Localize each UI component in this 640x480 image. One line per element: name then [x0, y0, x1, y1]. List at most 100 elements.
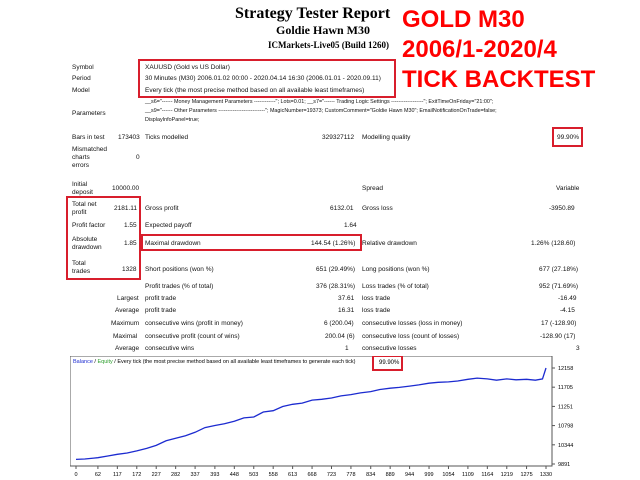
legend-balance: Balance	[73, 359, 93, 365]
y-tick-label: 10344	[558, 443, 573, 449]
quality-label: Modelling quality	[362, 134, 411, 141]
mismatch-label-2: charts	[72, 154, 90, 161]
gross-loss-label: Gross loss	[362, 205, 393, 212]
avg-cons-losses-label: consecutive losses	[362, 345, 417, 352]
symbol-label: Symbol	[72, 64, 94, 71]
maximal-loss-value: -128.90 (17)	[540, 333, 576, 340]
chart-series	[75, 367, 547, 461]
largest-profit-value: 37.61	[338, 295, 355, 302]
legend-sep: /	[93, 359, 98, 365]
model-value: Every tick (the most precise method base…	[145, 87, 365, 94]
report-title: Strategy Tester Report	[235, 5, 391, 22]
max-cons-wins-value: 6 (200.04)	[324, 320, 354, 327]
promo-line-1: GOLD M30	[402, 6, 525, 33]
expected-payoff-value: 1.64	[344, 222, 357, 229]
legend-rest: / Every tick (the most precise method ba…	[113, 359, 356, 365]
symbol-value: XAUUSD (Gold vs US Dollar)	[145, 64, 230, 71]
expected-payoff-label: Expected payoff	[145, 222, 192, 229]
chart-quality-highlight	[372, 356, 403, 371]
long-positions-label: Long positions (won %)	[362, 266, 430, 273]
report-subtitle: Goldie Hawn M30	[276, 23, 371, 37]
avg-cons-wins-value: 1	[345, 345, 349, 352]
x-tick-label: 723	[327, 472, 336, 478]
maximal-profit-label: consecutive profit (count of wins)	[145, 333, 240, 340]
average-loss-value: -4.15	[560, 307, 575, 314]
short-positions-value: 651 (29.49%)	[316, 266, 356, 273]
chart-x-ticks: 0 62 117 172 227 282 337 393 448 503 558 613 668 723 7…	[74, 466, 552, 478]
chart-grid	[552, 367, 555, 465]
parameters-label: Parameters	[72, 110, 106, 117]
max-cons-wins-label: consecutive wins (profit in money)	[145, 320, 243, 327]
x-tick-label: 1275	[520, 472, 532, 478]
y-tick-label: 9891	[558, 462, 570, 468]
quality-value: 99.90%	[557, 134, 580, 141]
x-tick-label: 1164	[481, 472, 493, 478]
ticks-value: 329327112	[322, 134, 355, 141]
x-tick-label: 393	[210, 472, 219, 478]
x-tick-label: 1330	[540, 472, 552, 478]
x-tick-label: 834	[366, 472, 375, 478]
x-tick-label: 337	[190, 472, 199, 478]
x-tick-label: 448	[230, 472, 239, 478]
mismatch-label-1: Mismatched	[72, 146, 108, 153]
long-positions-value: 677 (27.18%)	[539, 266, 579, 273]
parameters-line-2: __s9="------ Other Parameters ----------…	[145, 108, 497, 114]
x-tick-label: 117	[113, 472, 122, 478]
profit-factor-value: 1.55	[124, 222, 137, 229]
abs-drawdown-value: 1.85	[124, 240, 137, 247]
y-tick-label: 10798	[558, 424, 573, 430]
short-positions-label: Short positions (won %)	[145, 266, 214, 273]
bars-label: Bars in test	[72, 134, 105, 141]
x-tick-label: 778	[346, 472, 355, 478]
net-profit-label-2: profit	[72, 209, 87, 216]
rel-drawdown-value: 1.26% (128.60)	[531, 240, 576, 247]
average-profit-value: 16.31	[338, 307, 355, 314]
largest-loss-value: -16.49	[558, 295, 577, 302]
promo-line-3: TICK BACKTEST	[402, 66, 596, 93]
gross-loss-value: -3950.89	[549, 205, 575, 212]
deposit-value: 10000.00	[112, 185, 140, 192]
deposit-label-1: Initial	[72, 181, 88, 188]
symbol-period-highlight	[138, 59, 396, 98]
x-tick-label: 668	[307, 472, 316, 478]
largest-profit-label: profit trade	[145, 295, 177, 302]
x-tick-label: 944	[405, 472, 414, 478]
parameters-line-3: DisplayInfoPanel=true;	[145, 117, 200, 123]
max-drawdown-highlight	[141, 234, 362, 251]
net-profit-value: 2181.11	[114, 205, 138, 212]
mismatch-label-3: errors	[72, 162, 89, 169]
gross-profit-value: 6132.01	[330, 205, 354, 212]
chart-quality-badge: 99.90%	[379, 360, 400, 366]
y-tick-label: 11705	[558, 385, 573, 391]
period-value: 30 Minutes (M30) 2006.01.02 00:00 - 2020…	[145, 75, 381, 82]
x-tick-label: 0	[74, 472, 77, 478]
total-trades-label-1: Total	[72, 260, 86, 267]
avg-cons-losses-value: 3	[576, 345, 580, 352]
report-build: ICMarkets-Live05 (Build 1260)	[268, 40, 389, 50]
maximal-loss-label: consecutive loss (count of losses)	[362, 333, 460, 340]
max-drawdown-value: 144.54 (1.26%)	[311, 240, 356, 247]
key-stats-highlight	[66, 196, 141, 280]
average-label: Average	[115, 307, 140, 314]
x-tick-label: 558	[269, 472, 278, 478]
x-tick-label: 227	[152, 472, 161, 478]
rel-drawdown-label: Relative drawdown	[362, 240, 417, 247]
average-cons-label: Average	[115, 345, 140, 352]
max-cons-losses-value: 17 (-128.90)	[541, 320, 577, 327]
ticks-label: Ticks modelled	[145, 134, 189, 141]
model-label: Model	[72, 87, 90, 94]
max-drawdown-label: Maximal drawdown	[145, 240, 201, 247]
chart-y-ticks: 12158 11705 11251 10798 10344 9891	[558, 366, 573, 468]
gross-profit-label: Gross profit	[145, 205, 179, 212]
max-cons-losses-label: consecutive losses (loss in money)	[362, 320, 463, 327]
profit-factor-label: Profit factor	[72, 222, 106, 229]
promo-line-2: 2006/1-2020/4	[402, 36, 557, 63]
legend-equity: Equity	[97, 359, 113, 365]
total-trades-label-2: trades	[72, 268, 91, 275]
x-tick-label: 503	[249, 472, 258, 478]
mismatch-value: 0	[136, 154, 140, 161]
maximal-label: Maximal	[113, 333, 138, 340]
avg-cons-wins-label: consecutive wins	[145, 345, 195, 352]
spread-value: Variable	[556, 185, 580, 192]
largest-loss-label: loss trade	[362, 295, 391, 302]
